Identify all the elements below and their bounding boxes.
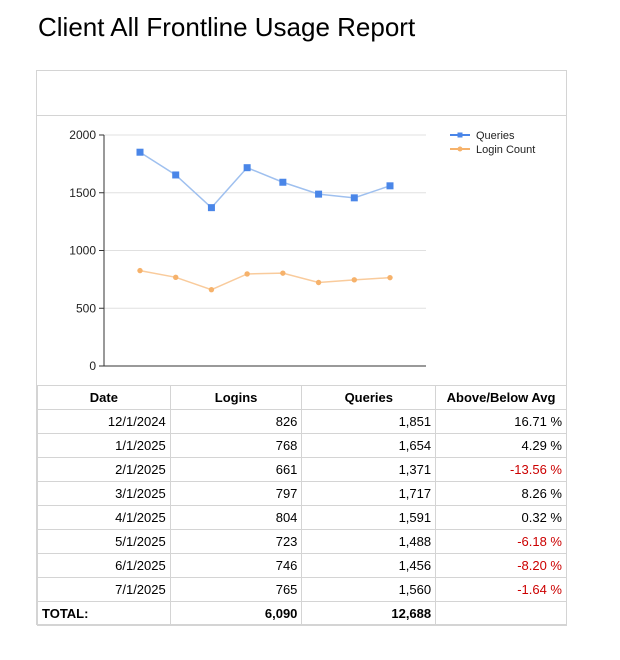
cell-queries: 1,851 [301,409,437,434]
data-point-queries[interactable] [350,194,358,202]
cell-date: 6/1/2025 [37,553,171,578]
chart-header-strip [37,71,566,116]
usage-line-chart: 0 500 1000 1500 2000 Queries Login Count [69,128,535,373]
header-queries[interactable]: Queries [301,385,437,410]
cell-avg: -6.18 % [435,529,567,554]
legend-label-queries: Queries [476,130,515,142]
y-tick-label: 500 [76,301,96,315]
y-tick-label: 1000 [69,244,96,258]
cell-queries: 1,591 [301,505,437,530]
cell-avg: 0.32 % [435,505,567,530]
usage-table: Date Logins Queries Above/Below Avg 12/1… [37,385,567,626]
total-avg [435,601,567,626]
cell-date: 12/1/2024 [37,409,171,434]
total-logins: 6,090 [169,601,303,626]
cell-queries: 1,488 [301,529,437,554]
cell-date: 2/1/2025 [37,457,171,482]
cell-date: 1/1/2025 [37,433,171,458]
table-row: 7/1/2025 765 1,560 -1.64 % [37,577,567,602]
cell-logins: 765 [169,577,303,602]
data-point-queries[interactable] [136,148,144,156]
y-tick-label: 0 [89,359,96,373]
data-point-queries[interactable] [279,178,287,186]
header-date[interactable]: Date [37,385,171,410]
data-point-login-count[interactable] [280,270,286,276]
header-above-below-avg[interactable]: Above/Below Avg [435,385,567,410]
data-point-login-count[interactable] [244,271,250,277]
series-line-queries [139,151,391,209]
page-title: Client All Frontline Usage Report [38,12,416,42]
data-point-login-count[interactable] [351,277,357,283]
legend-item-queries[interactable]: Queries [450,130,515,142]
cell-logins: 826 [169,409,303,434]
cell-queries: 1,654 [301,433,437,458]
chart-gridlines [104,134,426,309]
chart-series [136,148,394,293]
cell-date: 7/1/2025 [37,577,171,602]
cell-avg: 4.29 % [435,433,567,458]
legend-item-login-count[interactable]: Login Count [450,144,535,156]
cell-logins: 768 [169,433,303,458]
series-line-login-count [139,269,391,291]
table-row: 4/1/2025 804 1,591 0.32 % [37,505,567,530]
cell-queries: 1,560 [301,577,437,602]
table-total-row: TOTAL: 6,090 12,688 [37,601,567,626]
y-tick-label: 2000 [69,128,96,142]
data-point-queries[interactable] [315,190,323,198]
cell-logins: 661 [169,457,303,482]
cell-avg: -1.64 % [435,577,567,602]
report-panel: 0 500 1000 1500 2000 Queries Login Count Dat… [36,70,567,626]
legend-label-login-count: Login Count [476,144,535,156]
cell-date: 5/1/2025 [37,529,171,554]
y-tick-label: 1500 [69,186,96,200]
table-row: 5/1/2025 723 1,488 -6.18 % [37,529,567,554]
cell-date: 4/1/2025 [37,505,171,530]
table-row: 3/1/2025 797 1,717 8.26 % [37,481,567,506]
cell-avg: 16.71 % [435,409,567,434]
total-label: TOTAL: [37,601,171,626]
data-point-login-count[interactable] [208,286,215,293]
table-row: 6/1/2025 746 1,456 -8.20 % [37,553,567,578]
data-point-queries[interactable] [243,164,251,172]
cell-queries: 1,717 [301,481,437,506]
data-point-login-count[interactable] [387,274,393,281]
cell-avg: -8.20 % [435,553,567,578]
cell-queries: 1,371 [301,457,437,482]
data-point-queries[interactable] [207,204,215,212]
chart-legend: Queries Login Count [450,130,535,156]
table-row: 1/1/2025 768 1,654 4.29 % [37,433,567,458]
cell-avg: 8.26 % [435,481,567,506]
cell-date: 3/1/2025 [37,481,171,506]
table-row: 2/1/2025 661 1,371 -13.56 % [37,457,567,482]
cell-logins: 746 [169,553,303,578]
data-point-queries[interactable] [386,182,394,190]
total-queries: 12,688 [301,601,437,626]
header-logins[interactable]: Logins [169,385,303,410]
data-point-login-count[interactable] [173,274,179,280]
table-row: 12/1/2024 826 1,851 16.71 % [37,409,567,434]
cell-logins: 797 [169,481,303,506]
cell-logins: 723 [169,529,303,554]
data-point-login-count[interactable] [137,267,143,274]
cell-queries: 1,456 [301,553,437,578]
data-point-queries[interactable] [172,171,180,179]
cell-logins: 804 [169,505,303,530]
cell-avg: -13.56 % [435,457,567,482]
chart-axes: 0 500 1000 1500 2000 [69,128,426,373]
table-header-row: Date Logins Queries Above/Below Avg [37,385,567,410]
data-point-login-count[interactable] [315,279,322,286]
